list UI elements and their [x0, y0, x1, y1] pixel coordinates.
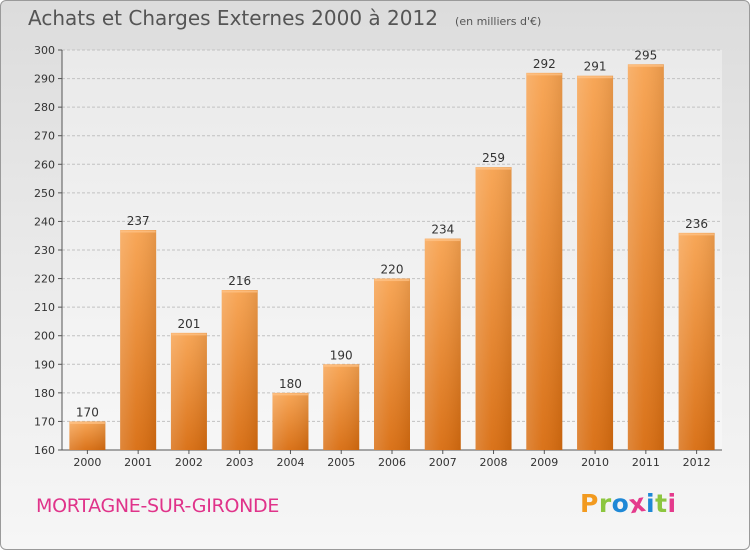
y-tick-label: 180 — [34, 387, 55, 400]
y-tick-label: 160 — [34, 444, 55, 457]
data-label: 236 — [685, 217, 708, 231]
data-label: 190 — [330, 348, 353, 362]
x-tick-label: 2001 — [124, 456, 152, 469]
bar-shine — [120, 230, 157, 450]
x-tick-label: 2011 — [632, 456, 660, 469]
data-label: 259 — [482, 151, 505, 165]
data-label: 220 — [381, 263, 404, 277]
chart-subtitle: (en milliers d'€) — [455, 15, 542, 28]
logo-letter: i — [667, 489, 677, 518]
bar-highlight — [120, 230, 156, 233]
bar-highlight — [425, 239, 461, 242]
bar-highlight — [323, 364, 359, 367]
logo-letter: P — [580, 489, 599, 518]
y-tick-label: 190 — [34, 358, 55, 371]
bar-highlight — [222, 290, 258, 293]
bar-highlight — [577, 76, 613, 79]
proxiti-logo[interactable]: Proxiti — [580, 488, 677, 519]
bar-shine — [374, 278, 410, 450]
y-tick-label: 220 — [34, 273, 55, 286]
bar-shine — [627, 64, 664, 451]
bar-shine — [475, 167, 512, 450]
bar-shine — [424, 238, 461, 450]
bar-shine — [69, 421, 106, 450]
bar-highlight — [69, 421, 105, 424]
y-tick-label: 200 — [34, 330, 55, 343]
bar-highlight — [374, 279, 410, 282]
y-tick-label: 170 — [34, 415, 55, 428]
labels: 160 170 180 190 200 210 220 230 240 250 260 270 280 2… — [34, 44, 711, 469]
bar-highlight — [526, 73, 562, 76]
y-tick-label: 260 — [34, 158, 55, 171]
data-label: 291 — [584, 60, 607, 74]
data-label: 180 — [279, 377, 302, 391]
commune-name: MORTAGNE-SUR-GIRONDE — [36, 495, 280, 517]
bar-shine — [170, 332, 207, 450]
logo-letter: i — [646, 489, 656, 518]
bar-shine — [323, 364, 360, 450]
data-label: 170 — [76, 405, 99, 419]
bars — [69, 64, 715, 451]
bar-highlight — [628, 64, 664, 67]
data-label: 234 — [431, 223, 454, 237]
data-label: 292 — [533, 57, 556, 71]
data-label: 295 — [634, 48, 657, 62]
x-tick-label: 2000 — [73, 456, 101, 469]
bar-shine — [272, 392, 309, 450]
x-tick-label: 2003 — [226, 456, 254, 469]
data-label: 216 — [228, 274, 251, 288]
bar-highlight — [272, 393, 308, 396]
y-tick-label: 290 — [34, 73, 55, 86]
x-tick-label: 2002 — [175, 456, 203, 469]
x-tick-label: 2010 — [581, 456, 609, 469]
logo-letter: r — [598, 489, 612, 518]
bar-highlight — [476, 167, 512, 170]
data-label: 201 — [177, 317, 200, 331]
x-tick-label: 2012 — [683, 456, 711, 469]
data-label: 237 — [127, 214, 150, 228]
y-tick-label: 230 — [34, 244, 55, 257]
y-tick-label: 300 — [34, 44, 55, 57]
chart-title: Achats et Charges Externes 2000 à 2012 — [28, 6, 438, 30]
logo-letter: o — [611, 489, 630, 518]
title-block: Achats et Charges Externes 2000 à 2012 (… — [28, 6, 541, 30]
x-tick-label: 2004 — [276, 456, 304, 469]
bar-shine — [577, 75, 614, 450]
logo-letter: t — [655, 489, 668, 518]
bar-shine — [526, 72, 563, 450]
x-tick-label: 2007 — [429, 456, 457, 469]
x-tick-label: 2009 — [530, 456, 558, 469]
y-tick-label: 240 — [34, 215, 55, 228]
x-tick-label: 2006 — [378, 456, 406, 469]
bar-shine — [678, 232, 715, 450]
x-tick-label: 2005 — [327, 456, 355, 469]
bar-highlight — [171, 333, 207, 336]
x-tick-label: 2008 — [480, 456, 508, 469]
y-tick-label: 270 — [34, 130, 55, 143]
y-tick-label: 210 — [34, 301, 55, 314]
y-tick-label: 280 — [34, 101, 55, 114]
bar-shine — [221, 290, 258, 450]
y-tick-label: 250 — [34, 187, 55, 200]
bar-highlight — [679, 233, 715, 236]
